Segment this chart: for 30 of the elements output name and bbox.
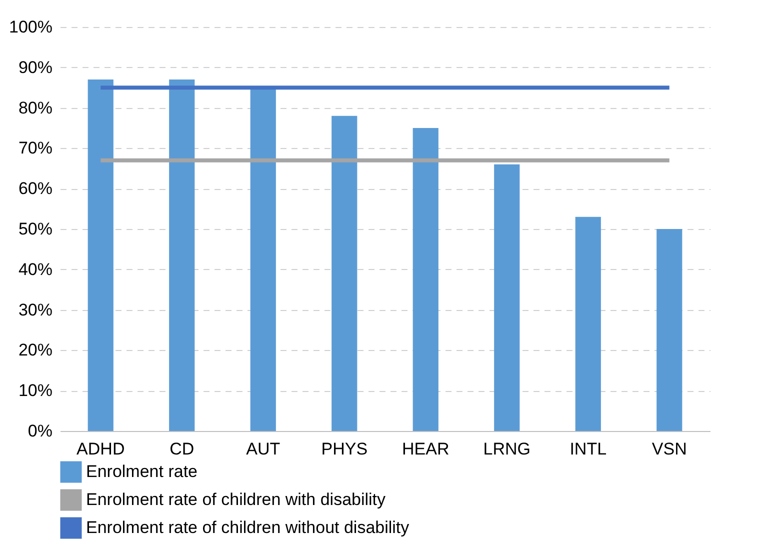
y-tick-label: 100% [9, 18, 52, 36]
legend-label: Enrolment rate of children with disability [86, 490, 386, 509]
y-tick-label: 60% [18, 179, 52, 198]
x-tick-label: PHYS [321, 440, 368, 458]
y-tick-label: 30% [18, 300, 52, 320]
bar [656, 229, 682, 431]
bar [169, 80, 195, 431]
y-tick-label: 50% [18, 220, 52, 238]
bar [88, 80, 114, 431]
y-tick-label: 80% [18, 98, 52, 118]
bar [494, 164, 520, 431]
bar [575, 216, 601, 431]
legend-label: Enrolment rate of children without disability [86, 518, 410, 537]
y-tick-label: 90% [18, 58, 52, 77]
x-tick-label: ADHD [76, 440, 125, 458]
x-tick-label: AUT [246, 440, 280, 458]
x-tick-label: INTL [570, 440, 607, 458]
y-tick-label: 0% [28, 422, 52, 440]
y-tick-label: 20% [18, 340, 52, 360]
bar [250, 88, 276, 431]
y-tick-label: 70% [18, 138, 52, 158]
x-tick-label: HEAR [402, 440, 450, 458]
bar [412, 128, 438, 431]
legend-label: Enrolment rate [86, 462, 198, 481]
bar [332, 116, 358, 431]
y-tick-label: 40% [18, 260, 52, 279]
x-tick-label: VSN [652, 440, 687, 458]
y-tick-label: 10% [18, 381, 52, 400]
x-tick-label: LRNG [483, 440, 530, 458]
x-tick-label: CD [170, 440, 194, 458]
